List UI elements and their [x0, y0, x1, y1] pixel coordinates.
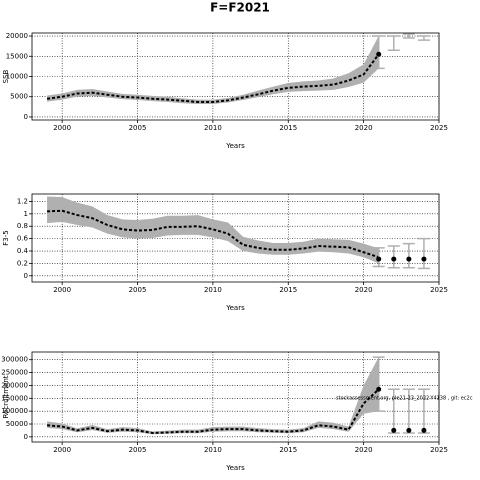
confidence-band [47, 196, 379, 264]
annotation: stockassessment.org, ple21-23_2022-Y4138… [336, 396, 473, 402]
y-tick-label: 5000 [10, 93, 28, 101]
y-tick-label: 50000 [6, 420, 28, 428]
x-tick-label: 2015 [279, 286, 297, 294]
x-tick-label: 2010 [204, 124, 222, 132]
error-bar [402, 33, 415, 39]
y-tick-label: 10000 [6, 73, 28, 81]
x-axis-label: Years [225, 142, 245, 150]
y-tick-label: 300000 [1, 356, 28, 364]
projection-point [421, 427, 427, 433]
error-bar [387, 35, 400, 51]
y-tick-label: 200000 [1, 381, 28, 389]
projection-point [421, 256, 427, 262]
x-tick-label: 2010 [204, 446, 222, 454]
x-tick-label: 2010 [204, 286, 222, 294]
error-bar [372, 356, 385, 412]
x-tick-label: 2015 [279, 124, 297, 132]
error-bar [417, 35, 430, 41]
y-tick-label: 150000 [1, 394, 28, 402]
projection-point [376, 256, 382, 262]
projection-point [406, 427, 412, 433]
estimate-line [46, 388, 380, 435]
x-tick-label: 2000 [53, 286, 71, 294]
projection-point [406, 256, 412, 262]
x-axis-label: Years [225, 304, 245, 312]
y-tick-label: 15000 [6, 52, 28, 60]
x-tick-label: 2005 [129, 124, 147, 132]
y-tick-label: 0.4 [17, 247, 29, 255]
estimate-line [46, 53, 380, 103]
x-tick-label: 2015 [279, 446, 297, 454]
x-tick-label: 2020 [355, 446, 373, 454]
y-tick-label: 1.2 [17, 197, 28, 205]
y-tick-label: 1 [24, 210, 28, 218]
y-tick-label: 0 [24, 272, 28, 280]
x-tick-label: 2000 [53, 124, 71, 132]
plot-frame [31, 351, 440, 443]
projection-point [391, 256, 397, 262]
error-bar [402, 242, 415, 269]
y-tick-label: 250000 [1, 369, 28, 377]
y-tick-label: 20000 [6, 32, 28, 40]
y-tick-label: 0 [24, 113, 28, 121]
x-tick-label: 2025 [430, 124, 448, 132]
x-tick-label: 2005 [129, 446, 147, 454]
y-axis-label: Recruitment [2, 375, 10, 418]
y-tick-label: 0.6 [17, 235, 29, 243]
projection-point [376, 386, 382, 392]
error-bar [387, 388, 400, 434]
x-tick-label: 2020 [355, 124, 373, 132]
y-axis-label: F3-5 [2, 230, 10, 245]
x-tick-label: 2020 [355, 286, 373, 294]
y-tick-label: 0 [24, 433, 28, 441]
x-tick-label: 2000 [53, 446, 71, 454]
x-tick-label: 2025 [430, 286, 448, 294]
plot-frame [31, 193, 440, 283]
y-tick-label: 0.2 [17, 259, 28, 267]
estimate-line [47, 209, 380, 259]
y-tick-label: 0.8 [17, 222, 28, 230]
projection-point [376, 51, 382, 57]
error-bar [417, 237, 430, 270]
figure-title: F=F2021 [210, 1, 270, 15]
projection-point [391, 427, 397, 433]
x-tick-label: 2025 [430, 446, 448, 454]
x-tick-label: 2005 [129, 286, 147, 294]
x-axis-label: Years [225, 464, 245, 472]
plot-frame [31, 32, 440, 121]
error-bar [417, 388, 430, 434]
confidence-band [47, 357, 379, 435]
y-tick-label: 100000 [1, 407, 28, 415]
error-bar [402, 388, 415, 434]
y-axis-label: SSB [2, 69, 10, 83]
